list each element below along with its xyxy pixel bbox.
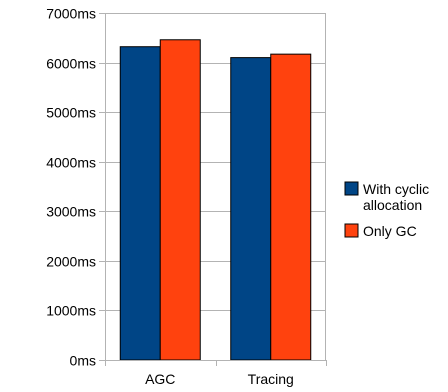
y-tick-label: 2000ms xyxy=(46,254,96,270)
y-tick-label: 1000ms xyxy=(46,303,96,319)
bar xyxy=(270,53,312,361)
y-tick-label: 7000ms xyxy=(46,6,96,22)
y-tick-label: 3000ms xyxy=(46,204,96,220)
y-axis-ticks: 0ms 1000ms 2000ms 3000ms 4000ms 5000ms 6000ms 7… xyxy=(46,6,105,369)
bar xyxy=(159,39,201,361)
x-tick-label: AGC xyxy=(145,371,175,387)
legend-label-line: allocation xyxy=(363,197,422,213)
legend-label: Only GC xyxy=(363,223,417,239)
legend-label-line: Only GC xyxy=(363,223,417,239)
y-tick-label: 5000ms xyxy=(46,105,96,121)
y-tick-label: 0ms xyxy=(70,353,96,369)
bar xyxy=(230,57,272,361)
legend-swatch xyxy=(344,181,359,196)
x-tick-label: Tracing xyxy=(248,371,294,387)
legend: With cyclic allocation Only GC xyxy=(344,181,429,239)
y-tick-label: 6000ms xyxy=(46,56,96,72)
axes xyxy=(99,13,327,366)
legend-label: With cyclic allocation xyxy=(363,181,429,213)
bars xyxy=(119,39,312,361)
bar xyxy=(119,46,161,361)
legend-label-line: With cyclic xyxy=(363,181,429,197)
y-tick-label: 4000ms xyxy=(46,155,96,171)
legend-swatch xyxy=(344,223,359,238)
x-axis-labels: AGC Tracing xyxy=(145,371,294,387)
